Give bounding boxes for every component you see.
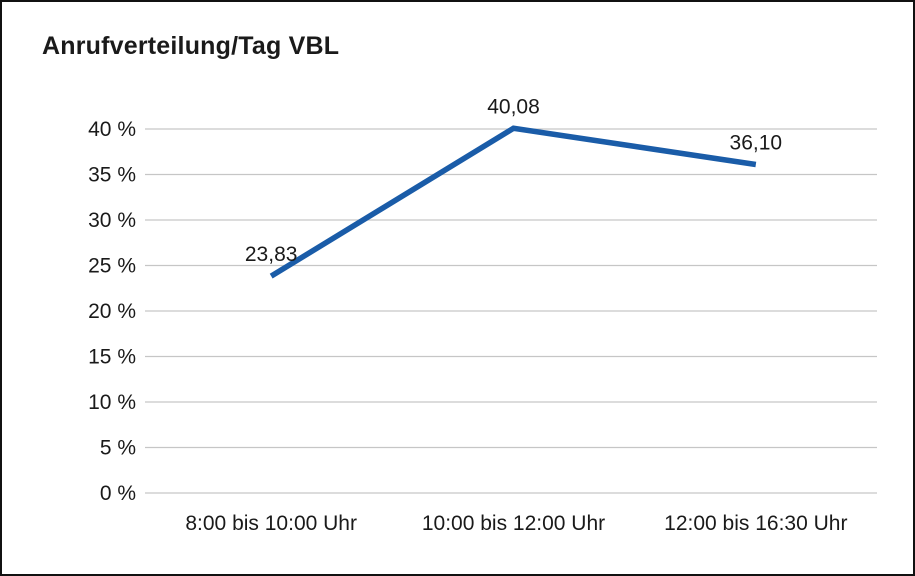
x-axis-category-label: 8:00 bis 10:00 Uhr xyxy=(185,512,357,535)
chart-title: Anrufverteilung/Tag VBL xyxy=(42,32,340,60)
data-point-label: 36,10 xyxy=(730,131,783,154)
y-axis-tick-label: 40 % xyxy=(88,118,136,141)
data-point-label: 40,08 xyxy=(487,95,540,118)
y-axis-tick-label: 10 % xyxy=(88,391,136,414)
x-axis-category-label: 12:00 bis 16:30 Uhr xyxy=(664,512,847,535)
y-axis-tick-label: 25 % xyxy=(88,255,136,278)
data-series-line xyxy=(269,125,757,279)
y-axis-tick-label: 15 % xyxy=(88,346,136,369)
y-axis-tick-label: 20 % xyxy=(88,300,136,323)
y-axis-tick-label: 5 % xyxy=(100,437,136,460)
y-axis-tick-label: 35 % xyxy=(88,164,136,187)
y-axis-tick-label: 30 % xyxy=(88,209,136,232)
x-axis-category-label: 10:00 bis 12:00 Uhr xyxy=(422,512,605,535)
y-axis-tick-label: 0 % xyxy=(100,482,136,505)
data-point-label: 23,83 xyxy=(245,243,298,266)
